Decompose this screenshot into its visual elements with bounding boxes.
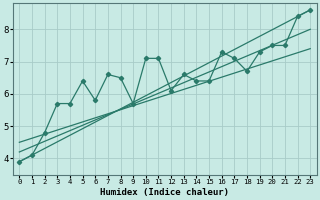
X-axis label: Humidex (Indice chaleur): Humidex (Indice chaleur) bbox=[100, 188, 229, 197]
